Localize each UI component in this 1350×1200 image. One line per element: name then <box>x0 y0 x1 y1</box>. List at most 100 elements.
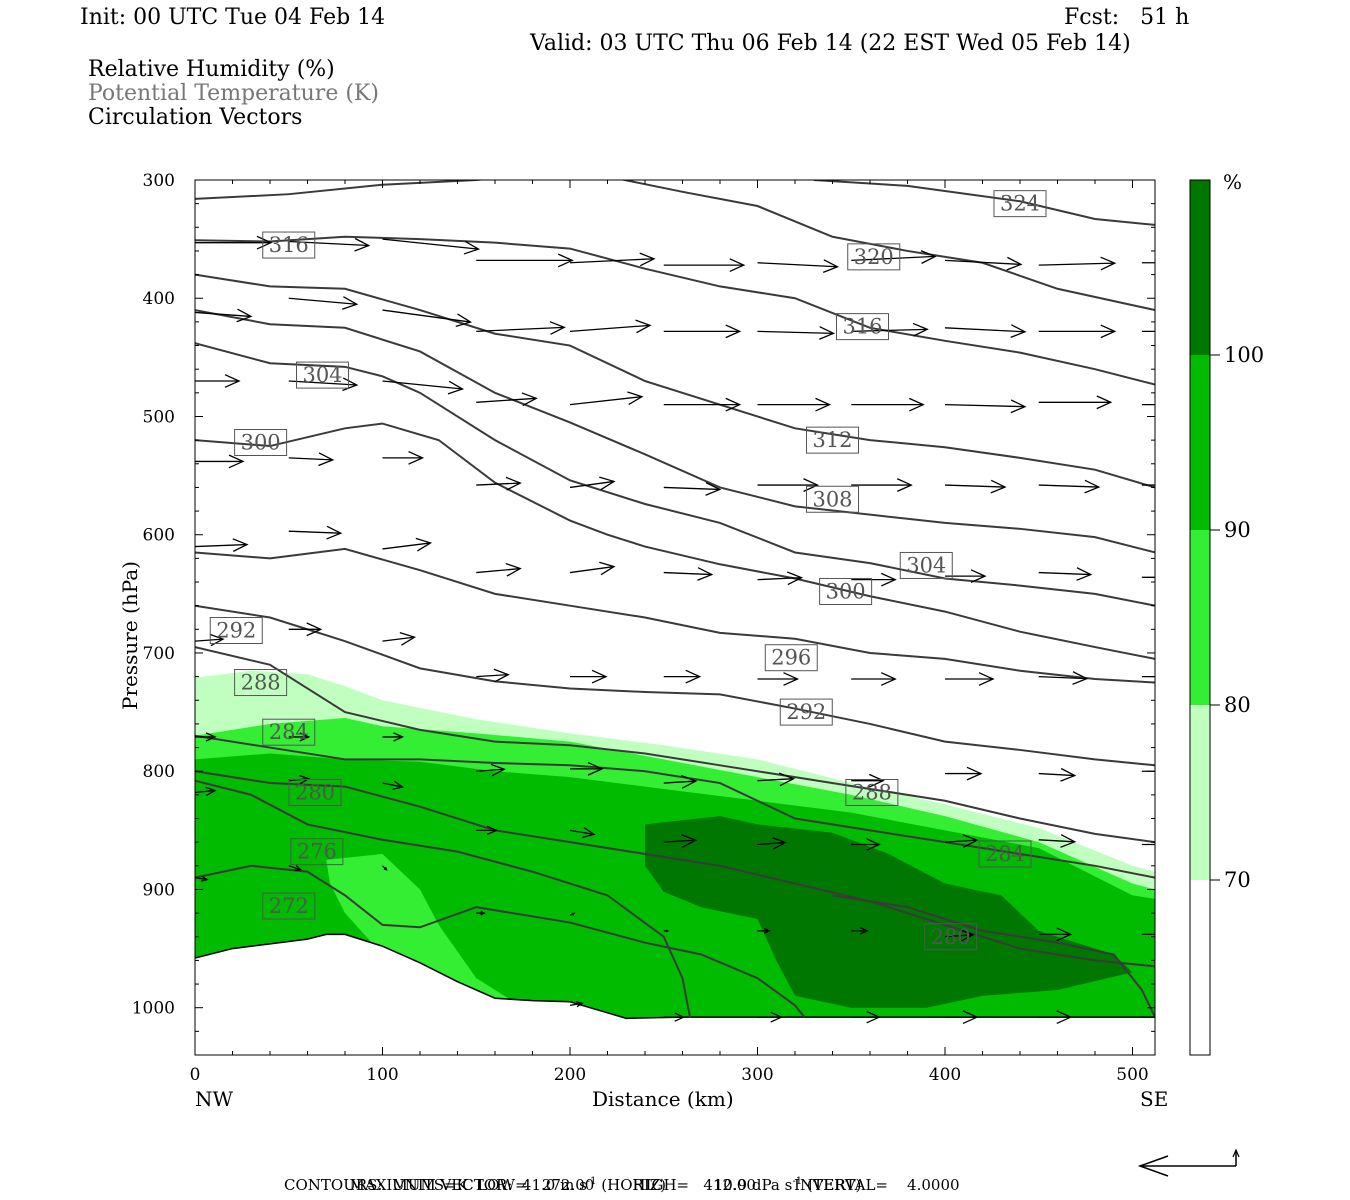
circulation-vector <box>663 929 670 933</box>
colorbar: 100 90 80 70 <box>1189 179 1264 1056</box>
theta-contour-316 <box>195 235 1155 386</box>
y-axis-label: Pressure (hPa) <box>118 561 142 710</box>
theta-contour-300 <box>195 422 1155 660</box>
x-tick-label: 200 <box>554 1065 586 1085</box>
circulation-vector <box>1038 256 1117 271</box>
x-axis-label: Distance (km) <box>592 1087 734 1111</box>
legend-relative-humidity: Relative Humidity (%) <box>88 57 335 82</box>
circulation-vector <box>1038 479 1101 494</box>
circulation-vector <box>945 1010 979 1025</box>
theta-label: 312 <box>806 426 859 454</box>
x-tick-label: 0 <box>190 1065 201 1085</box>
circulation-vector <box>757 837 788 850</box>
circulation-vector <box>382 380 465 395</box>
theta-label-text: 276 <box>297 840 337 864</box>
max-vector-note: MAXIMUM VECTOR: 41.0 m s-1 (HORIZ) 10.9 … <box>349 1176 862 1194</box>
theta-label-text: 288 <box>852 781 892 805</box>
circulation-vector <box>476 910 486 916</box>
circulation-vector <box>1038 671 1089 685</box>
theta-contour-324 <box>813 180 1155 226</box>
circulation-vector <box>1141 404 1155 406</box>
theta-label: 272 <box>262 892 316 920</box>
theta-contour-312 <box>195 273 1155 489</box>
circulation-vector <box>757 326 836 340</box>
circulation-vector <box>195 732 217 742</box>
init-time: Init: 00 UTC Tue 04 Feb 14 <box>80 5 386 30</box>
y-tick-label: 400 <box>143 289 175 309</box>
theta-label-text: 324 <box>1000 192 1040 216</box>
circulation-vector <box>382 450 425 465</box>
y-tick-label: 700 <box>143 644 175 664</box>
theta-label: 280 <box>288 779 342 806</box>
circulation-vector <box>1141 843 1155 846</box>
circulation-vector <box>851 1010 881 1024</box>
circulation-vector <box>382 238 481 255</box>
circulation-vector <box>569 827 596 839</box>
theta-label-text: 308 <box>812 487 852 511</box>
circulation-vector <box>382 537 433 552</box>
circulation-vector <box>663 567 714 581</box>
theta-label-text: 300 <box>241 431 281 455</box>
circulation-vector <box>944 479 1007 494</box>
circulation-vector <box>570 669 608 684</box>
circulation-vector <box>476 392 538 407</box>
circulation-vector <box>945 766 983 781</box>
circulation-vector <box>288 237 371 252</box>
circulation-vector <box>851 773 885 788</box>
circulation-vector <box>851 672 897 686</box>
circulation-vector <box>569 561 616 576</box>
circulation-vector <box>288 377 359 392</box>
circulation-vector <box>195 538 249 552</box>
theta-label-text: 300 <box>826 579 866 603</box>
circulation-vector <box>476 825 498 835</box>
forecast-hour: Fcst: 51 h <box>1064 5 1190 30</box>
colorbar-level-label: 70 <box>1224 868 1251 892</box>
x-tick-label: 400 <box>929 1065 961 1085</box>
circulation-vector <box>382 632 417 646</box>
circulation-vector <box>851 322 929 337</box>
rh-dry-tongue <box>326 853 524 1008</box>
theta-label: 280 <box>924 923 978 951</box>
circulation-vector <box>195 235 273 250</box>
circulation-vector <box>195 308 253 323</box>
circulation-vector <box>757 571 804 586</box>
theta-contour-304 <box>195 342 1155 607</box>
x-tick-label: 500 <box>1116 1065 1148 1085</box>
circulation-vector <box>944 834 979 848</box>
circulation-vector <box>195 454 245 469</box>
circulation-vector <box>288 296 359 310</box>
theta-label-text: 312 <box>812 428 852 452</box>
theta-label-text: 316 <box>842 315 882 339</box>
y-tick-label: 300 <box>143 171 175 191</box>
colorbar-swatch <box>1190 355 1210 530</box>
terrain-line <box>195 933 1155 1020</box>
circulation-vector <box>569 476 616 491</box>
circulation-vector <box>195 374 241 388</box>
reference-vector-icon <box>1137 1148 1240 1177</box>
theta-label: 284 <box>978 840 1032 868</box>
theta-contour-288 <box>195 646 1155 844</box>
theta-label-text: 304 <box>302 363 342 387</box>
circulation-vector <box>851 250 937 264</box>
theta-label-text: 292 <box>786 700 826 724</box>
circulation-vector <box>476 562 522 577</box>
circulation-vector <box>757 397 832 412</box>
circulation-vector <box>288 732 311 742</box>
circulation-vector <box>1141 330 1155 333</box>
circulation-vector <box>851 838 881 851</box>
theta-label: 304 <box>899 551 953 579</box>
circulation-vector <box>945 569 987 584</box>
circulation-vector <box>851 927 869 935</box>
theta-label: 292 <box>779 698 833 726</box>
circulation-vector <box>476 321 566 335</box>
theta-label-text: 280 <box>295 781 335 805</box>
circulation-vector <box>1038 324 1117 339</box>
circulation-vector <box>851 397 925 412</box>
circulation-vector <box>1038 1010 1073 1025</box>
circulation-vector <box>570 761 604 776</box>
circulation-vector <box>757 927 772 934</box>
circulation-vector <box>476 763 506 777</box>
circulation-vector <box>476 253 574 268</box>
theta-label-text: 292 <box>216 619 256 643</box>
circulation-vector <box>569 912 576 917</box>
